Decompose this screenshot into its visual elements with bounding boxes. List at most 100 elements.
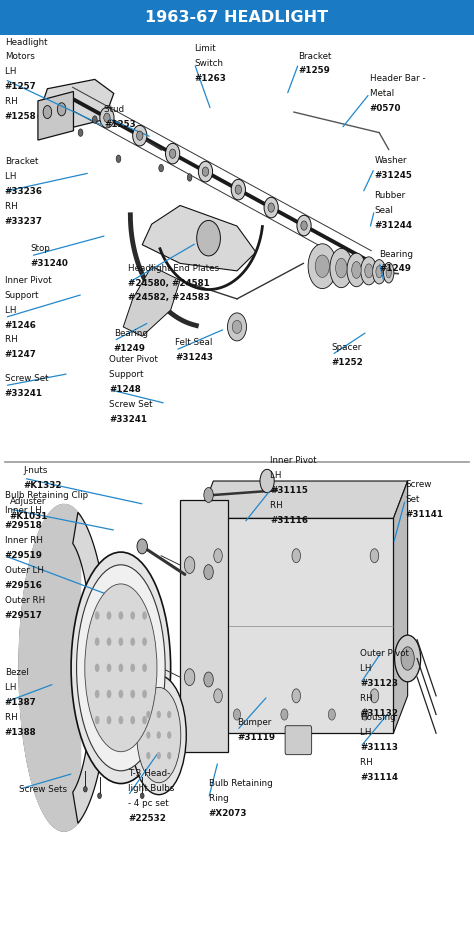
Ellipse shape [118,663,123,672]
Text: LH: LH [5,683,19,692]
Text: #29519: #29519 [5,551,43,560]
Ellipse shape [142,715,147,725]
Ellipse shape [130,612,135,620]
Text: LH: LH [360,664,374,673]
Text: Screw Sets: Screw Sets [19,785,67,794]
Text: #31116: #31116 [270,516,308,525]
Text: #29518: #29518 [5,521,43,531]
Ellipse shape [184,669,195,686]
Ellipse shape [197,220,220,256]
Ellipse shape [202,167,209,177]
Ellipse shape [156,711,161,718]
Ellipse shape [383,262,394,283]
Polygon shape [73,513,109,823]
Text: RH: RH [5,335,20,345]
Ellipse shape [330,248,353,288]
Text: #33241: #33241 [109,415,147,424]
Ellipse shape [370,689,379,702]
Ellipse shape [292,689,301,702]
Text: Header Bar -: Header Bar - [370,74,425,83]
Ellipse shape [98,793,101,799]
Ellipse shape [264,197,278,218]
Text: #31141: #31141 [405,510,443,519]
Text: Support: Support [5,290,39,300]
Ellipse shape [95,663,100,672]
Polygon shape [123,266,180,336]
Ellipse shape [198,162,212,182]
Text: #31123: #31123 [360,679,398,688]
Text: #X2073: #X2073 [209,809,247,818]
Ellipse shape [361,709,369,720]
Ellipse shape [233,709,240,720]
Text: Stop: Stop [31,244,51,253]
Polygon shape [393,481,408,733]
Ellipse shape [146,752,151,759]
Text: #1252: #1252 [332,358,364,367]
Text: - 4 pc set: - 4 pc set [128,799,169,808]
Ellipse shape [365,263,373,278]
Ellipse shape [107,689,111,699]
Ellipse shape [352,262,361,278]
Text: #31245: #31245 [374,171,412,180]
Text: Bearing: Bearing [379,249,413,259]
Text: Screw: Screw [405,480,432,489]
Ellipse shape [71,552,171,784]
Ellipse shape [146,711,151,718]
Text: Rubber: Rubber [374,191,406,200]
Text: Bezel: Bezel [5,668,28,677]
Ellipse shape [301,221,307,230]
Ellipse shape [361,257,377,285]
Ellipse shape [104,113,110,122]
Ellipse shape [130,689,135,699]
Ellipse shape [131,675,186,795]
Text: Housing: Housing [360,713,396,722]
Text: #1257: #1257 [5,82,36,92]
Ellipse shape [373,260,386,284]
Text: #31115: #31115 [270,486,308,495]
Text: #1249: #1249 [379,264,411,274]
Text: #31114: #31114 [360,772,398,782]
Ellipse shape [107,715,111,725]
Polygon shape [19,504,81,831]
Ellipse shape [347,253,366,287]
Ellipse shape [107,663,111,672]
Ellipse shape [130,638,135,646]
Ellipse shape [386,268,391,278]
Ellipse shape [83,786,87,792]
Ellipse shape [187,174,192,181]
Ellipse shape [159,164,164,172]
Ellipse shape [130,715,135,725]
Text: #31240: #31240 [31,259,69,268]
Ellipse shape [370,548,379,562]
Ellipse shape [142,638,147,646]
Ellipse shape [204,672,213,687]
Text: Screw Set: Screw Set [109,400,155,409]
Ellipse shape [133,125,147,146]
Text: #1247: #1247 [5,350,36,360]
Ellipse shape [118,689,123,699]
Text: light Bulbs: light Bulbs [128,784,174,793]
Ellipse shape [142,663,147,672]
Text: RH: RH [360,757,376,767]
Ellipse shape [156,752,161,759]
Ellipse shape [107,638,111,646]
Text: #1249: #1249 [114,344,146,353]
Text: T-3 Head-: T-3 Head- [128,769,170,778]
Text: #1388: #1388 [5,728,36,737]
Text: Adjuster: Adjuster [9,497,46,506]
Text: #K1031: #K1031 [9,512,48,521]
Text: #29517: #29517 [5,611,43,620]
Ellipse shape [57,103,66,116]
Text: #31132: #31132 [360,709,398,718]
Text: RH: RH [270,501,286,510]
Ellipse shape [146,731,151,739]
Ellipse shape [156,731,161,739]
Text: Limit: Limit [194,44,216,53]
Text: Inner Pivot: Inner Pivot [5,276,51,285]
Ellipse shape [231,179,246,200]
Ellipse shape [95,638,100,646]
Ellipse shape [137,539,147,554]
Text: Outer RH: Outer RH [5,596,48,605]
Ellipse shape [268,203,274,212]
Text: #29516: #29516 [5,581,43,590]
